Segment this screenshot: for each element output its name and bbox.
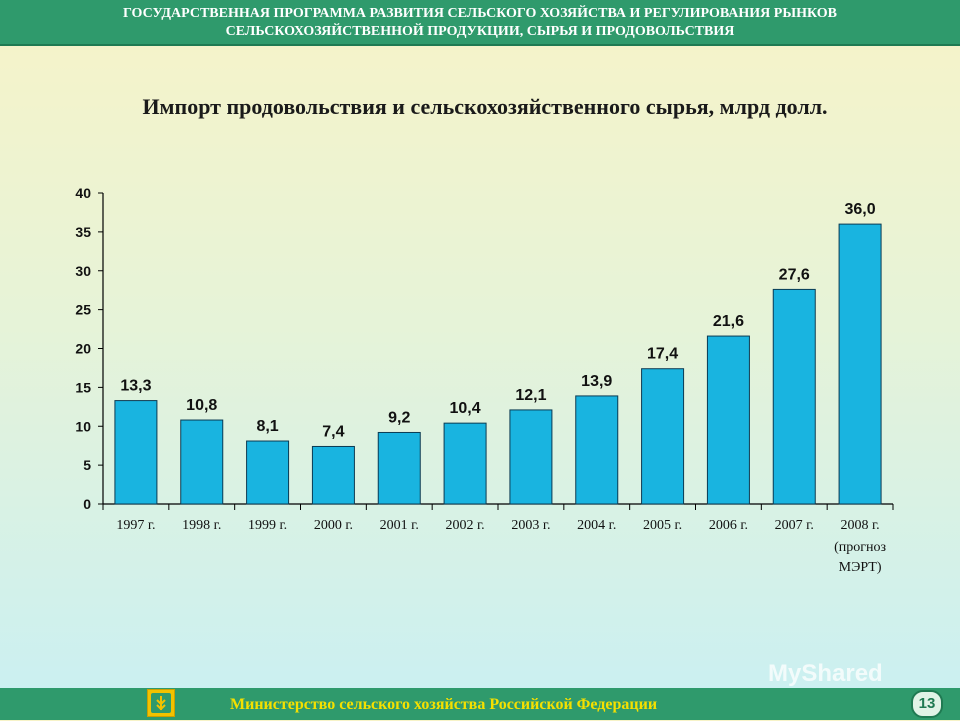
y-tick-label: 35 [75, 224, 91, 240]
data-label: 7,4 [322, 423, 344, 440]
x-tick-label: 1997 г. [116, 518, 155, 533]
bar [180, 419, 224, 505]
x-tick-label: 2006 г. [709, 518, 748, 533]
x-tick-label: 2005 г. [643, 518, 682, 533]
data-label: 27,6 [779, 266, 810, 283]
y-tick-label: 30 [75, 263, 91, 279]
y-tick-label: 15 [75, 379, 91, 395]
program-header: ГОСУДАРСТВЕННАЯ ПРОГРАММА РАЗВИТИЯ СЕЛЬС… [0, 0, 960, 46]
bar [443, 422, 487, 505]
data-label: 8,1 [256, 418, 278, 435]
watermark: MyShared [768, 660, 883, 687]
page-number: 13 [911, 690, 943, 718]
y-tick-label: 20 [75, 341, 91, 357]
x-tick-note: МЭРТ) [839, 560, 882, 575]
x-tick-label: 1999 г. [248, 518, 287, 533]
header-line-1: ГОСУДАРСТВЕННАЯ ПРОГРАММА РАЗВИТИЯ СЕЛЬС… [122, 6, 838, 21]
x-tick-label: 2001 г. [380, 518, 419, 533]
chart-title: Импорт продовольствия и сельскохозяйстве… [142, 94, 828, 119]
x-tick-label: 2004 г. [577, 518, 616, 533]
data-label: 9,2 [388, 409, 410, 426]
footer-bar: Министерство сельского хозяйства Российс… [0, 688, 960, 720]
x-tick-label: 2003 г. [511, 518, 550, 533]
data-label: 17,4 [647, 346, 678, 363]
bar [311, 445, 355, 505]
x-tick-label: 1998 г. [182, 518, 221, 533]
x-tick-label: 2002 г. [445, 518, 484, 533]
data-label: 36,0 [845, 201, 876, 218]
bar [772, 288, 816, 505]
bar [641, 368, 685, 505]
x-tick-label: 2000 г. [314, 518, 353, 533]
data-label: 10,4 [450, 400, 481, 417]
x-tick-note: (прогноз [834, 540, 886, 555]
bar [575, 395, 619, 505]
y-tick-label: 40 [75, 185, 91, 201]
bar [246, 440, 290, 505]
data-label: 10,8 [186, 397, 217, 414]
y-tick-label: 5 [83, 457, 91, 473]
y-tick-label: 10 [75, 418, 91, 434]
data-label: 12,1 [515, 387, 546, 404]
bar [838, 223, 882, 505]
data-label: 13,9 [581, 373, 612, 390]
footer-ministry-text: Министерство сельского хозяйства Российс… [230, 696, 658, 713]
y-tick-label: 0 [83, 496, 91, 512]
x-tick-label: 2007 г. [775, 518, 814, 533]
bar [509, 409, 553, 505]
bar [377, 431, 421, 505]
ministry-emblem-icon [147, 689, 175, 717]
bar [706, 335, 750, 505]
y-tick-label: 25 [75, 302, 91, 318]
header-line-2: СЕЛЬСКОХОЗЯЙСТВЕННОЙ ПРОДУКЦИИ, СЫРЬЯ И … [225, 24, 735, 39]
bar [114, 400, 158, 505]
data-label: 13,3 [120, 378, 151, 395]
data-label: 21,6 [713, 313, 744, 330]
x-tick-label: 2008 г. [840, 518, 879, 533]
